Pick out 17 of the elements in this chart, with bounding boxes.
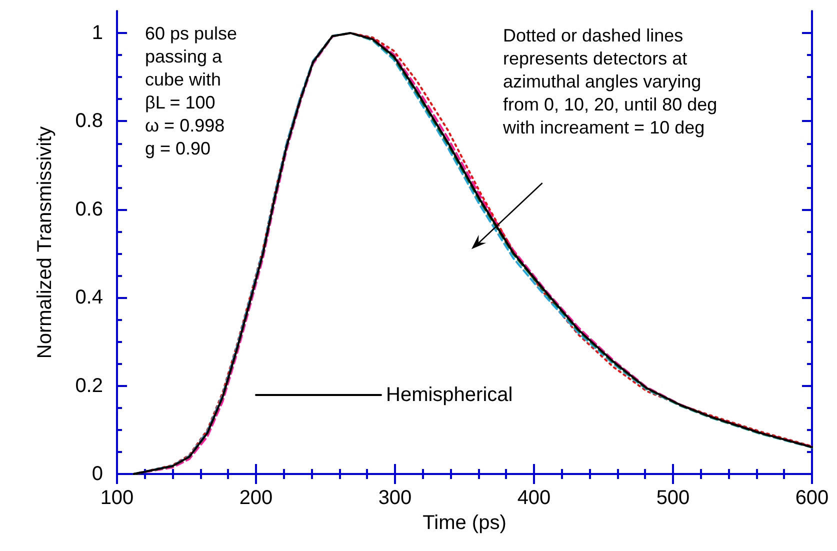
x-tick-label: 600 [795,487,829,509]
y-tick-label: 0 [92,463,103,485]
x-tick-label: 400 [517,487,551,509]
y-tick-label: 0.6 [75,198,103,220]
x-axis-title: Time (ps) [422,512,506,534]
y-tick-label: 0.8 [75,110,103,132]
y-tick-label: 0.4 [75,286,103,309]
y-axis-title: Normalized Transmissivity [34,126,56,359]
x-tick-label: 200 [239,487,273,509]
x-tick-label: 500 [656,487,690,509]
y-tick-label: 1 [92,22,103,44]
x-tick-label: 100 [100,487,134,509]
y-tick-label: 0.2 [75,374,103,397]
annotation: 60 ps pulse passing a cube with βL = 100 ω = 0.998 g = 0.90 [145,24,238,158]
text: Hemispherical [386,384,513,406]
annotation: Dotted or dashed lines represents detectors at azimuthal angles varying from 0, 10, 20, until 80 deg with increament = 10 deg [502,26,718,138]
x-tick-label: 300 [378,487,412,509]
